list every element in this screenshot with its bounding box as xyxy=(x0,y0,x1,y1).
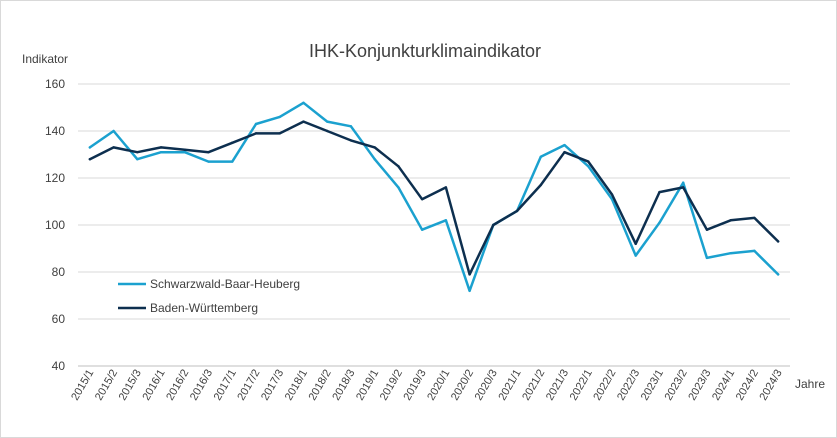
series-line-1 xyxy=(88,101,780,293)
data-point xyxy=(776,240,780,243)
data-point xyxy=(729,219,732,222)
data-point xyxy=(682,181,685,184)
data-point xyxy=(753,249,756,253)
data-point xyxy=(326,129,329,133)
gridlines xyxy=(78,83,790,367)
data-point xyxy=(468,273,471,276)
data-point xyxy=(776,273,780,276)
data-point xyxy=(492,223,495,227)
data-point xyxy=(634,254,637,257)
data-point xyxy=(539,183,542,187)
data-point xyxy=(183,148,186,151)
legend: Schwarzwald-Baar-Heuberg Baden-Württember… xyxy=(118,277,300,315)
data-point xyxy=(373,146,376,149)
y-axis-label: Indikator xyxy=(22,52,68,66)
data-point xyxy=(682,186,685,189)
legend-label-2: Baden-Württemberg xyxy=(150,301,258,315)
y-tick-labels: 40 60 80 100 120 140 160 xyxy=(45,77,65,373)
data-point xyxy=(563,143,566,147)
data-point xyxy=(349,125,353,128)
data-point xyxy=(88,158,92,161)
data-point xyxy=(515,209,519,213)
data-point xyxy=(563,150,566,154)
data-point xyxy=(539,155,542,159)
series-lines xyxy=(88,101,780,293)
series-line-2 xyxy=(88,120,780,276)
data-point xyxy=(349,139,353,142)
y-tick-label: 100 xyxy=(45,218,65,232)
data-point xyxy=(159,146,163,149)
y-tick-label: 160 xyxy=(45,77,65,91)
data-point xyxy=(397,186,400,189)
data-point xyxy=(278,115,281,119)
data-point xyxy=(373,158,376,161)
data-point xyxy=(254,122,258,126)
data-point xyxy=(207,160,210,163)
data-point xyxy=(278,132,281,135)
data-point xyxy=(207,150,210,154)
data-point xyxy=(634,242,637,245)
data-point xyxy=(88,146,92,149)
data-point xyxy=(231,141,234,144)
data-point xyxy=(231,160,234,163)
data-point xyxy=(705,256,709,260)
data-point xyxy=(326,120,329,123)
y-tick-label: 60 xyxy=(52,312,66,326)
data-point xyxy=(610,193,614,196)
data-point xyxy=(658,221,661,224)
data-point xyxy=(302,101,305,105)
data-point xyxy=(705,228,709,231)
y-tick-label: 40 xyxy=(52,359,66,373)
data-point xyxy=(183,150,186,154)
data-point xyxy=(136,158,139,161)
chart-title: IHK-Konjunkturklimaindikator xyxy=(309,41,541,61)
data-point xyxy=(444,186,448,189)
data-point xyxy=(753,216,756,220)
data-point xyxy=(658,190,661,194)
data-point xyxy=(444,219,448,222)
y-tick-label: 140 xyxy=(45,124,65,138)
data-point xyxy=(587,160,590,163)
data-point xyxy=(397,165,400,168)
data-point xyxy=(302,120,305,123)
legend-label-1: Schwarzwald-Baar-Heuberg xyxy=(150,277,300,291)
y-tick-label: 80 xyxy=(52,265,66,279)
data-point xyxy=(587,165,590,168)
data-point xyxy=(254,132,258,135)
data-point xyxy=(112,129,115,133)
data-point xyxy=(159,150,163,154)
data-point xyxy=(420,197,424,201)
data-point xyxy=(136,150,139,154)
data-point xyxy=(112,146,115,149)
x-axis-label: Jahre xyxy=(795,377,825,391)
data-point xyxy=(468,289,471,292)
y-tick-label: 120 xyxy=(45,171,65,185)
data-point xyxy=(729,252,732,255)
data-point xyxy=(420,228,424,231)
